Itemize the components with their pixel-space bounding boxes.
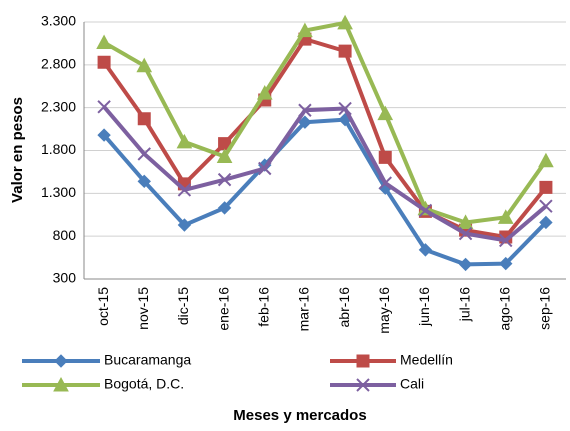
data-point [297,22,313,38]
data-point [378,176,392,190]
data-point [337,14,353,30]
series-line [102,105,548,243]
data-point [539,215,553,230]
legend-marker [356,378,370,392]
data-point [418,243,433,257]
data-point [97,100,111,114]
series-line [103,20,548,225]
data-point [457,214,474,229]
data-point [256,85,273,100]
data-point [539,199,553,213]
y-tick-label: 2.300 [41,98,76,114]
legend-label: Bucaramanga [104,352,191,368]
data-point [177,183,192,197]
data-point [338,44,352,58]
x-tick-label: feb-16 [255,287,271,327]
y-tick-label: 1.800 [41,141,76,157]
data-point [499,256,513,271]
x-tick-label: ene-16 [215,287,231,331]
data-point [217,172,232,187]
data-point [177,218,192,232]
series-line [102,37,548,240]
x-tick-label: jun-16 [416,287,432,327]
legend-marker [54,354,68,368]
x-tick-label: sep-16 [537,287,553,330]
legend-label: Medellín [400,352,453,368]
data-point [377,105,394,121]
y-tick-label: 2.800 [41,56,76,72]
legend-marker [356,354,370,368]
data-point [458,226,473,241]
x-axis-title: Meses y mercados [233,407,366,424]
x-tick-label: abr-16 [336,287,352,328]
data-point [96,34,112,50]
data-point [137,112,151,126]
data-point [217,201,232,215]
data-point [176,133,193,149]
data-point [258,161,272,176]
series-line [102,117,548,267]
data-point [97,128,111,142]
x-tick-label: may-16 [376,287,392,334]
data-point [538,152,554,168]
data-point [458,257,473,272]
legend-marker [53,376,69,392]
data-point [378,150,392,164]
data-point [418,203,433,218]
legend-label: Bogotá, D.C. [104,376,184,392]
x-tick-label: mar-16 [296,287,312,332]
x-tick-label: jul-16 [456,287,472,322]
data-point [298,115,312,129]
x-tick-label: nov-15 [135,287,151,330]
data-point [137,174,151,189]
x-tick-label: dic-15 [175,287,191,325]
y-tick-label: 1.300 [41,184,76,200]
data-point [136,57,153,73]
data-point [497,209,514,224]
x-tick-label: ago-16 [496,287,512,331]
data-point [499,233,513,248]
legend-label: Cali [400,376,424,392]
data-point [216,148,233,163]
data-point [298,103,312,117]
x-tick-label: oct-15 [95,287,111,326]
y-tick-label: 3.300 [41,13,76,29]
y-axis-title: Valor en pesos [9,97,26,203]
y-tick-label: 300 [53,270,77,286]
data-point [97,55,111,69]
data-point [539,180,553,194]
y-tick-label: 800 [53,227,77,243]
data-point [137,147,151,161]
data-point [338,101,352,116]
